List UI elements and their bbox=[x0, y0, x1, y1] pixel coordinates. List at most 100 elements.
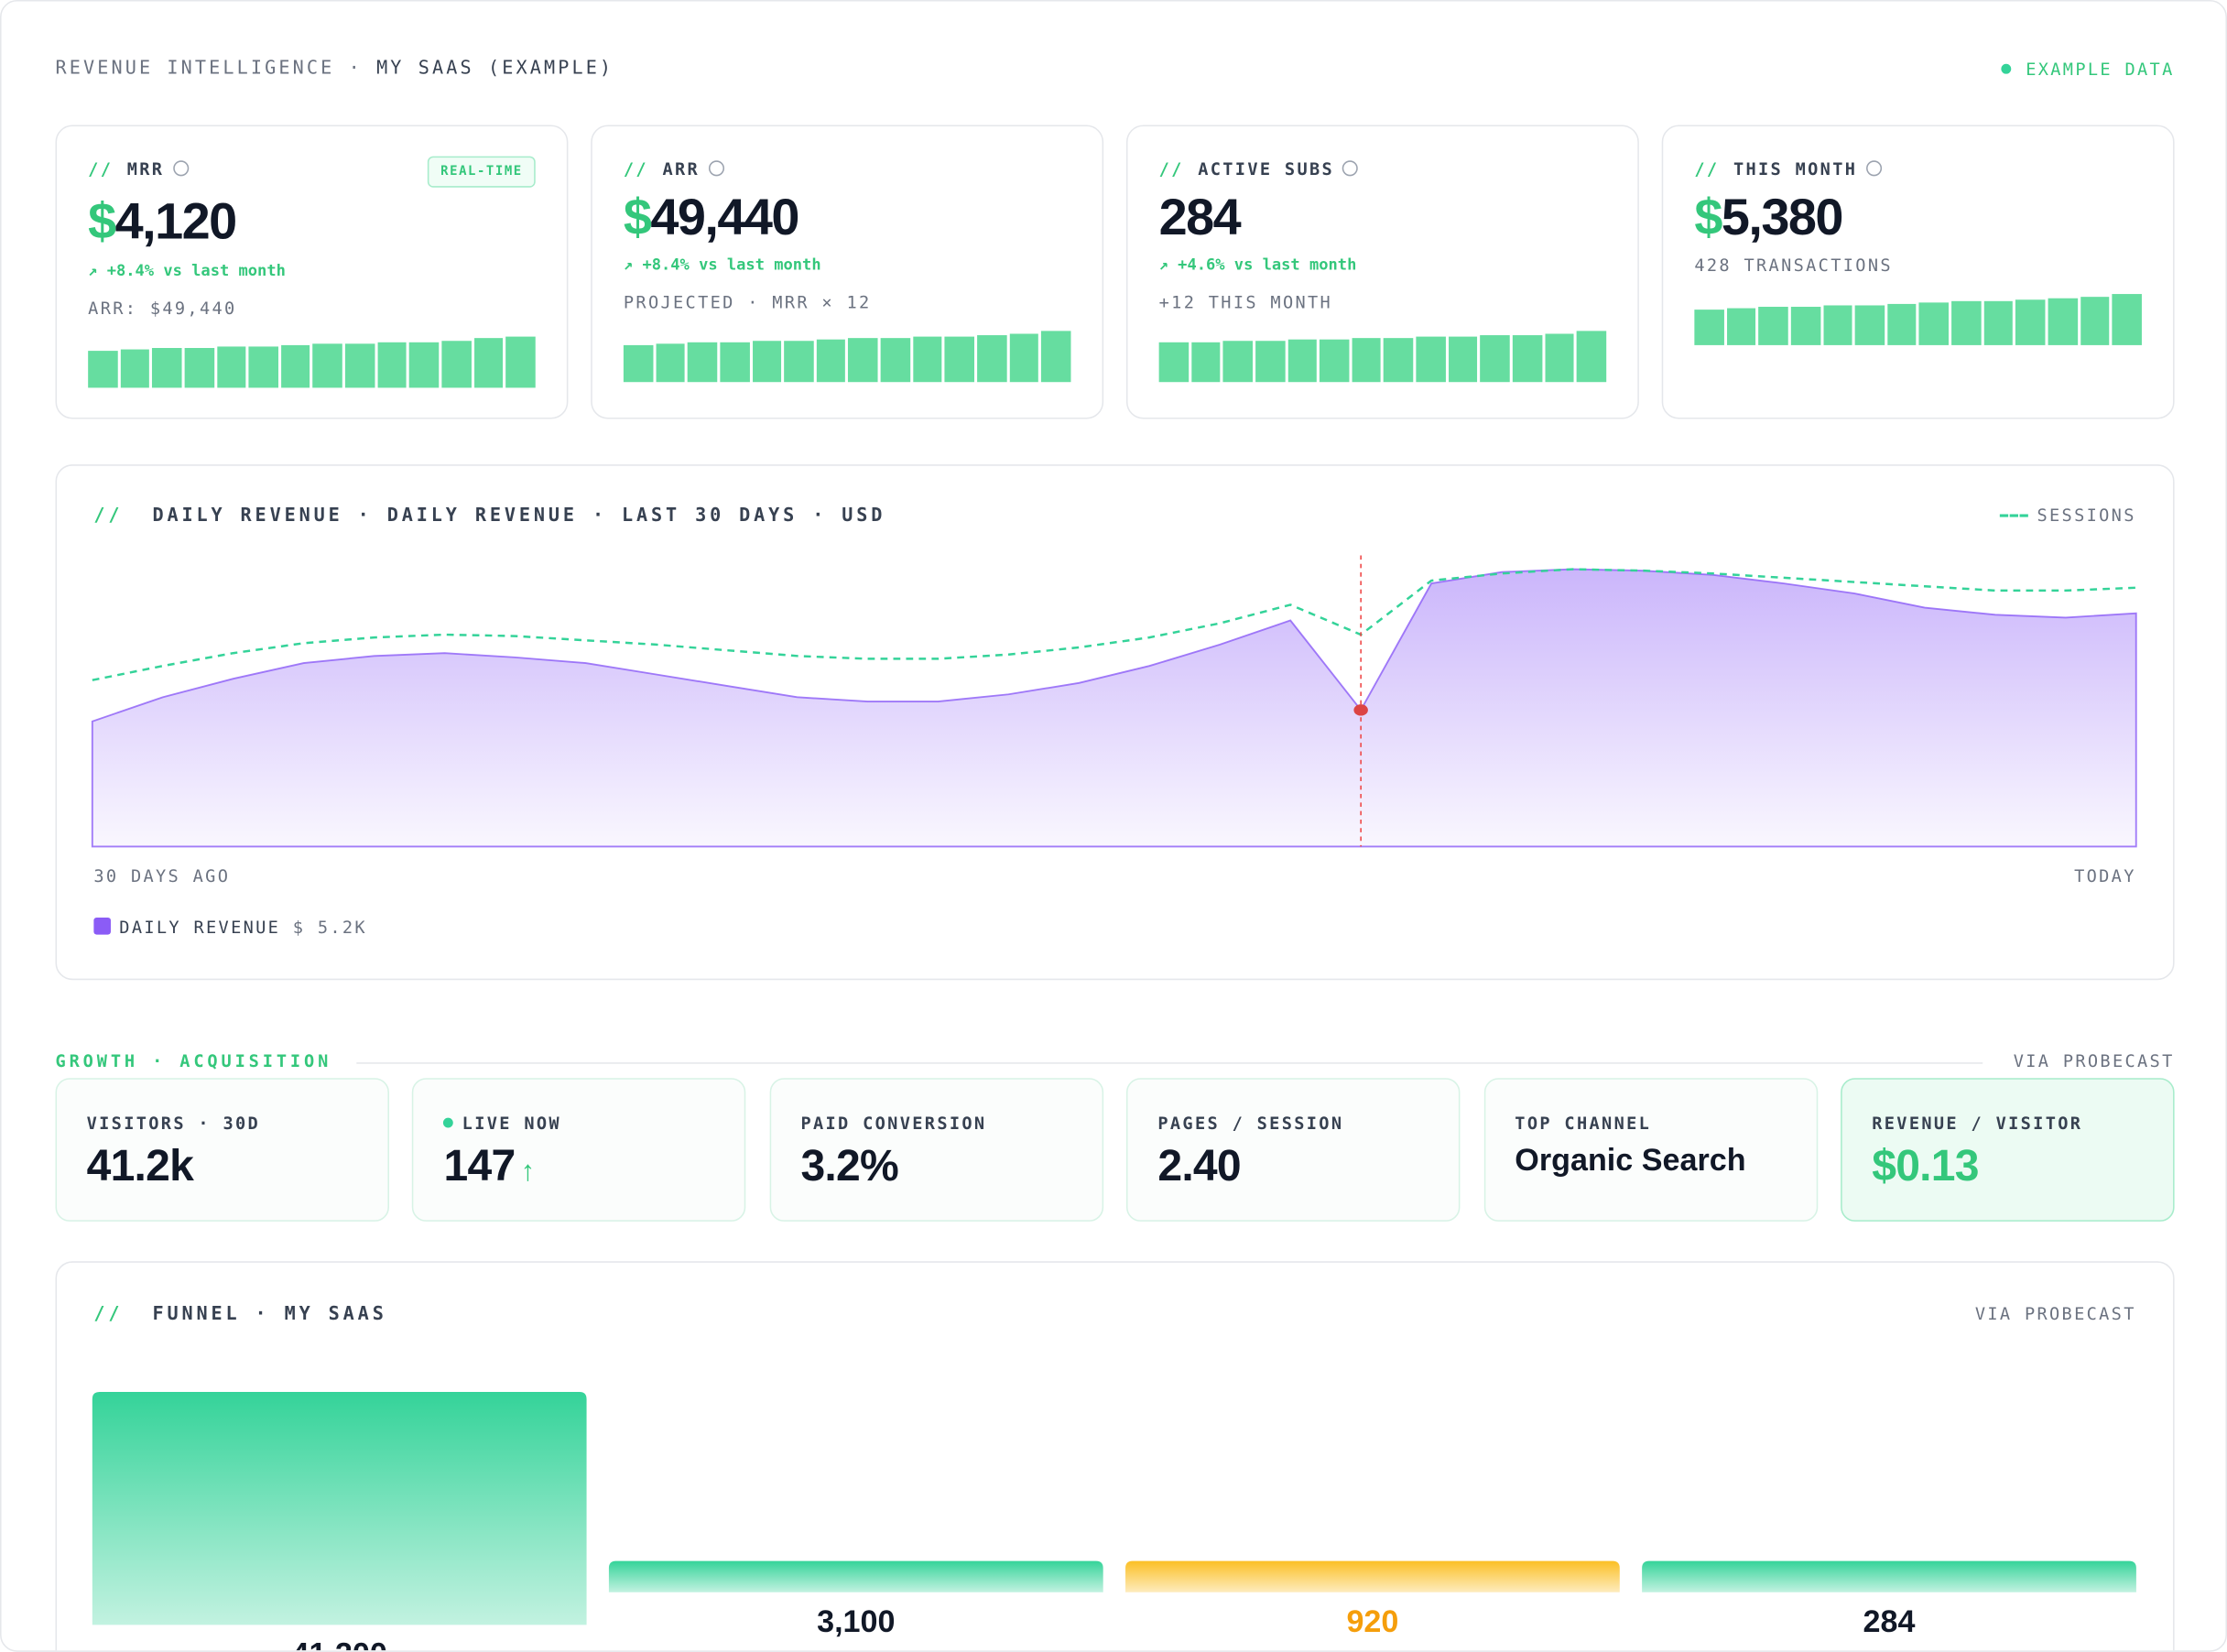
kpi-card: // THIS MONTH $5,380 428 TRANSACTIONS bbox=[1661, 125, 2175, 419]
spark-bar bbox=[152, 347, 182, 388]
spark-bar bbox=[1854, 305, 1885, 345]
funnel-value-label: 41,200 bbox=[292, 1637, 387, 1651]
tile-label: PAGES / SESSION bbox=[1157, 1113, 1344, 1134]
kpi-change: ↗ +4.6% vs last month bbox=[1158, 255, 1357, 275]
tile-value: 147 bbox=[443, 1140, 516, 1190]
metric-tile: REVENUE / VISITOR $0.13 bbox=[1841, 1078, 2175, 1222]
sparkline bbox=[88, 336, 536, 388]
spark-bar bbox=[945, 336, 975, 383]
spark-bar bbox=[1577, 331, 1607, 383]
value: 5,380 bbox=[1721, 187, 1844, 246]
spark-bar bbox=[312, 343, 342, 388]
tile-label: PAID CONVERSION bbox=[800, 1113, 987, 1134]
kpi-badge: REAL-TIME bbox=[428, 156, 536, 188]
spark-bar bbox=[1887, 303, 1917, 345]
spark-bar bbox=[1758, 307, 1788, 345]
spark-bar bbox=[1512, 335, 1542, 383]
spark-bar bbox=[377, 342, 407, 388]
funnel-title-row: // FUNNEL · MY SAAS bbox=[93, 1304, 386, 1325]
spark-bar bbox=[216, 346, 246, 388]
tile-label-row: PAGES / SESSION bbox=[1157, 1114, 1343, 1134]
tile-value: 3.2% bbox=[800, 1140, 898, 1190]
section-rule bbox=[356, 1062, 1983, 1064]
funnel-value-label: 3,100 bbox=[817, 1604, 895, 1639]
legend-value: $ 5.2K bbox=[292, 917, 367, 938]
kpi-label-row: // ACTIVE SUBS bbox=[1159, 159, 1359, 179]
metric-tile: TOP CHANNEL Organic Search bbox=[1483, 1078, 1818, 1222]
spark-bar bbox=[505, 336, 536, 388]
spark-bar bbox=[1448, 336, 1478, 383]
spark-bar bbox=[1009, 333, 1039, 383]
kpi-label-row: // ARR bbox=[624, 159, 724, 179]
tile-label-row: LIVE NOW bbox=[443, 1113, 561, 1134]
tile-value: 2.40 bbox=[1157, 1140, 1241, 1190]
spark-bar bbox=[1822, 305, 1852, 345]
tile-value-row: 41.2k bbox=[86, 1140, 194, 1191]
x-start-label: 30 DAYS AGO bbox=[93, 866, 231, 886]
spark-bar bbox=[1790, 307, 1820, 345]
tile-label-row: TOP CHANNEL bbox=[1515, 1114, 1651, 1134]
section-title: GROWTH · ACQUISITION bbox=[55, 1050, 332, 1071]
funnel-source: VIA PROBECAST bbox=[1974, 1303, 2136, 1324]
info-icon bbox=[1342, 160, 1359, 177]
spark-bar bbox=[120, 349, 150, 388]
kpi-label: ARR bbox=[662, 158, 701, 179]
tile-label-row: PAID CONVERSION bbox=[800, 1114, 986, 1134]
kpi-label: MRR bbox=[126, 158, 165, 179]
info-icon bbox=[172, 160, 189, 177]
spark-bar bbox=[409, 342, 440, 388]
funnel-title: FUNNEL · MY SAAS bbox=[152, 1303, 387, 1326]
spark-bar bbox=[977, 335, 1007, 383]
example-badge: EXAMPLE DATA bbox=[2001, 60, 2175, 80]
spark-bar bbox=[1983, 300, 2014, 345]
funnel-bar bbox=[608, 1560, 1103, 1592]
spark-bar bbox=[1190, 342, 1221, 383]
prefix: // bbox=[93, 505, 124, 527]
kpi-label-row: // THIS MONTH bbox=[1694, 159, 1882, 179]
sessions-line bbox=[92, 568, 2136, 681]
spark-bar bbox=[2112, 294, 2142, 345]
spark-bar bbox=[441, 341, 472, 388]
kpi-note: +12 THIS MONTH bbox=[1158, 292, 1333, 313]
kpi-note: ARR: $49,440 bbox=[88, 298, 237, 319]
spark-bar bbox=[1951, 300, 1982, 345]
live-dot bbox=[443, 1117, 454, 1128]
spark-bar bbox=[1255, 341, 1285, 383]
metric-tile: VISITORS · 30D 41.2k bbox=[55, 1078, 389, 1222]
status-dot bbox=[2001, 63, 2012, 74]
spark-bar bbox=[1694, 310, 1724, 345]
tile-value-row: 147 ↑ bbox=[443, 1140, 536, 1191]
tile-value: 41.2k bbox=[86, 1140, 194, 1190]
kpi-change: ↗ +8.4% vs last month bbox=[623, 255, 821, 275]
spark-bar bbox=[1384, 338, 1414, 383]
kpi-value: $49,440 bbox=[624, 187, 800, 247]
tile-value: Organic Search bbox=[1515, 1142, 1746, 1178]
spark-bar bbox=[656, 343, 686, 383]
spark-bar bbox=[1320, 339, 1350, 383]
spark-bar bbox=[880, 338, 910, 383]
spark-bar bbox=[1352, 338, 1382, 383]
value: 49,440 bbox=[650, 187, 799, 246]
spark-bar bbox=[1919, 302, 1950, 345]
funnel-bar bbox=[1125, 1560, 1620, 1592]
spark-bar bbox=[88, 351, 118, 388]
spark-bar bbox=[280, 344, 310, 388]
legend-label: DAILY REVENUE bbox=[119, 917, 281, 938]
spark-bar bbox=[623, 344, 653, 383]
kpi-note: 428 TRANSACTIONS bbox=[1694, 255, 1893, 276]
spark-bar bbox=[1545, 333, 1575, 383]
sparkline bbox=[1694, 294, 2142, 345]
info-icon bbox=[1865, 160, 1882, 177]
spark-bar bbox=[1222, 341, 1253, 383]
header-title: REVENUE INTELLIGENCE bbox=[55, 58, 335, 80]
funnel-value-label: 284 bbox=[1863, 1604, 1916, 1639]
separator: · bbox=[348, 58, 377, 80]
kpi-value: $5,380 bbox=[1694, 187, 1844, 247]
chart-title: DAILY REVENUE · DAILY REVENUE · LAST 30 … bbox=[152, 505, 886, 527]
spark-bar bbox=[1726, 308, 1756, 345]
up-arrow: ↑ bbox=[520, 1156, 535, 1188]
legend-swatch bbox=[2000, 514, 2029, 517]
tile-label: TOP CHANNEL bbox=[1515, 1113, 1652, 1134]
tile-label: LIVE NOW bbox=[462, 1113, 561, 1134]
spark-bar bbox=[816, 339, 846, 383]
